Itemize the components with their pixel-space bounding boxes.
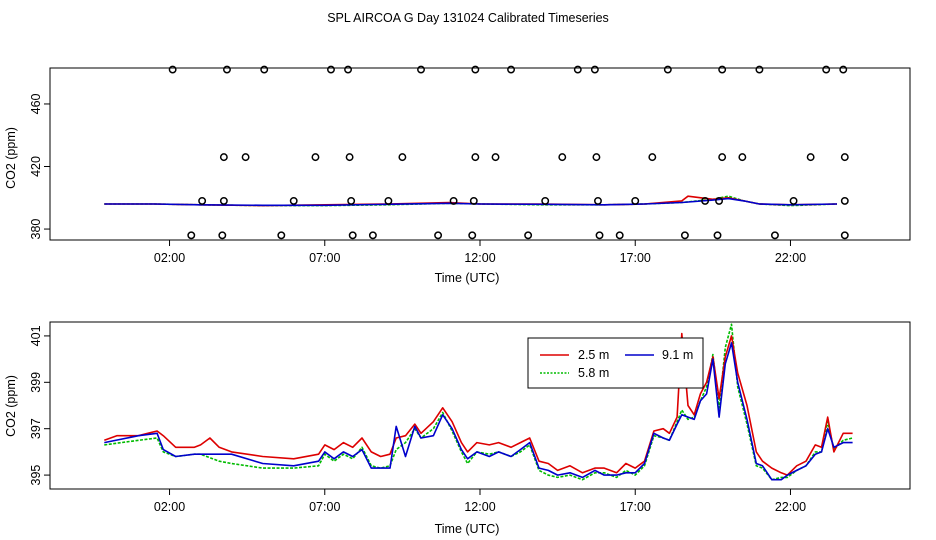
calibration-point (187, 231, 196, 240)
calibration-point (277, 231, 286, 240)
calibration-point (806, 153, 815, 162)
calibration-point (615, 231, 624, 240)
calibration-point (311, 153, 320, 162)
top-plot-frame (49, 67, 911, 241)
calibration-point (398, 153, 407, 162)
legend-label-5.8m: 5.8 m (578, 366, 609, 380)
calibration-point (594, 196, 602, 205)
calibration-point (345, 153, 354, 162)
calibration-point (840, 153, 849, 162)
calibration-point (770, 231, 779, 240)
bottom-series-line-9.1m (104, 342, 853, 481)
calibration-point (471, 65, 480, 74)
legend-label-2.5m: 2.5 m (578, 348, 609, 362)
calibration-point (368, 231, 377, 240)
top-panel: Time (UTC) CO2 (ppm) 02:00 07:00 12:00 17:0… (4, 65, 911, 285)
calibration-point (840, 231, 849, 240)
calibration-point (449, 196, 458, 205)
calibration-point (507, 65, 515, 74)
bottom-y-tick-label: 395 (29, 465, 43, 486)
calibration-point (701, 196, 710, 205)
calibration-point (713, 231, 722, 240)
calibration-point (348, 231, 357, 240)
top-series-line-9.1m (104, 197, 838, 207)
calibration-point (223, 65, 231, 74)
bottom-panel: Time (UTC) CO2 (ppm) 02:00 07:00 12:00 17:0… (4, 321, 911, 536)
calibration-point (592, 153, 601, 162)
calibration-point (840, 196, 849, 205)
bottom-y-axis-label: CO2 (ppm) (4, 375, 18, 437)
calibration-point (471, 153, 480, 162)
bottom-x-tick-label: 07:00 (309, 500, 340, 514)
bottom-series-line-5.8m (104, 323, 853, 481)
calibration-point (715, 196, 724, 205)
top-x-tick-label: 02:00 (154, 251, 185, 265)
bottom-x-tick-label: 22:00 (775, 500, 806, 514)
calibration-point (468, 231, 477, 240)
calibration-point (344, 65, 353, 74)
calibration-point (718, 153, 727, 162)
calibration-point (680, 231, 689, 240)
bottom-y-tick-label: 401 (29, 325, 43, 346)
figure-title: SPL AIRCOA G Day 131024 Calibrated Times… (327, 11, 609, 25)
bottom-x-tick-label: 02:00 (154, 500, 185, 514)
calibration-point (260, 65, 269, 74)
calibration-point (524, 231, 533, 240)
bottom-x-tick-label: 12:00 (464, 500, 495, 514)
top-x-tick-label: 07:00 (309, 251, 340, 265)
calibration-point (469, 196, 478, 205)
calibration-point (168, 65, 177, 74)
top-x-tick-label: 22:00 (775, 251, 806, 265)
calibration-point (573, 65, 582, 74)
legend-label-9.1m: 9.1 m (662, 348, 693, 362)
top-x-axis-label: Time (UTC) (435, 271, 500, 285)
calibration-point (541, 196, 550, 205)
top-y-tick-label: 420 (29, 156, 43, 177)
top-x-tick-label: 17:00 (620, 251, 651, 265)
top-y-tick-label: 460 (29, 93, 43, 114)
top-y-tick-label: 380 (29, 219, 43, 240)
calibration-point (648, 153, 657, 162)
bottom-series-line-2.5m (104, 332, 853, 476)
calibration-point (595, 231, 604, 240)
calibration-point (219, 196, 228, 205)
calibration-point (417, 65, 425, 74)
bottom-plot-frame (49, 321, 911, 490)
bottom-x-axis-label: Time (UTC) (435, 522, 500, 536)
calibration-point (347, 196, 356, 205)
top-y-axis-label: CO2 (ppm) (4, 127, 18, 189)
calibration-point (218, 231, 227, 240)
calibration-point (755, 65, 764, 74)
calibration-point (822, 65, 831, 74)
calibration-point (289, 196, 298, 205)
calibration-point (738, 153, 747, 162)
top-x-tick-label: 12:00 (464, 251, 495, 265)
calibration-point (558, 153, 567, 162)
legend-box (527, 337, 704, 389)
bottom-x-tick-label: 17:00 (620, 500, 651, 514)
calibration-point (219, 153, 228, 162)
calibration-point (718, 65, 727, 74)
calibration-point (789, 196, 798, 205)
calibration-point (839, 65, 848, 74)
calibration-point (491, 153, 500, 162)
calibration-point (434, 231, 443, 240)
calibration-point (198, 196, 207, 205)
calibration-point (241, 153, 250, 162)
bottom-y-tick-label: 397 (29, 418, 43, 439)
calibration-point (663, 65, 672, 74)
legend: 2.5 m 5.8 m 9.1 m (527, 337, 704, 389)
bottom-y-tick-label: 399 (29, 372, 43, 393)
calibration-point (384, 196, 393, 205)
calibration-point (590, 65, 599, 74)
calibration-point (327, 65, 335, 74)
calibration-point (631, 196, 640, 205)
